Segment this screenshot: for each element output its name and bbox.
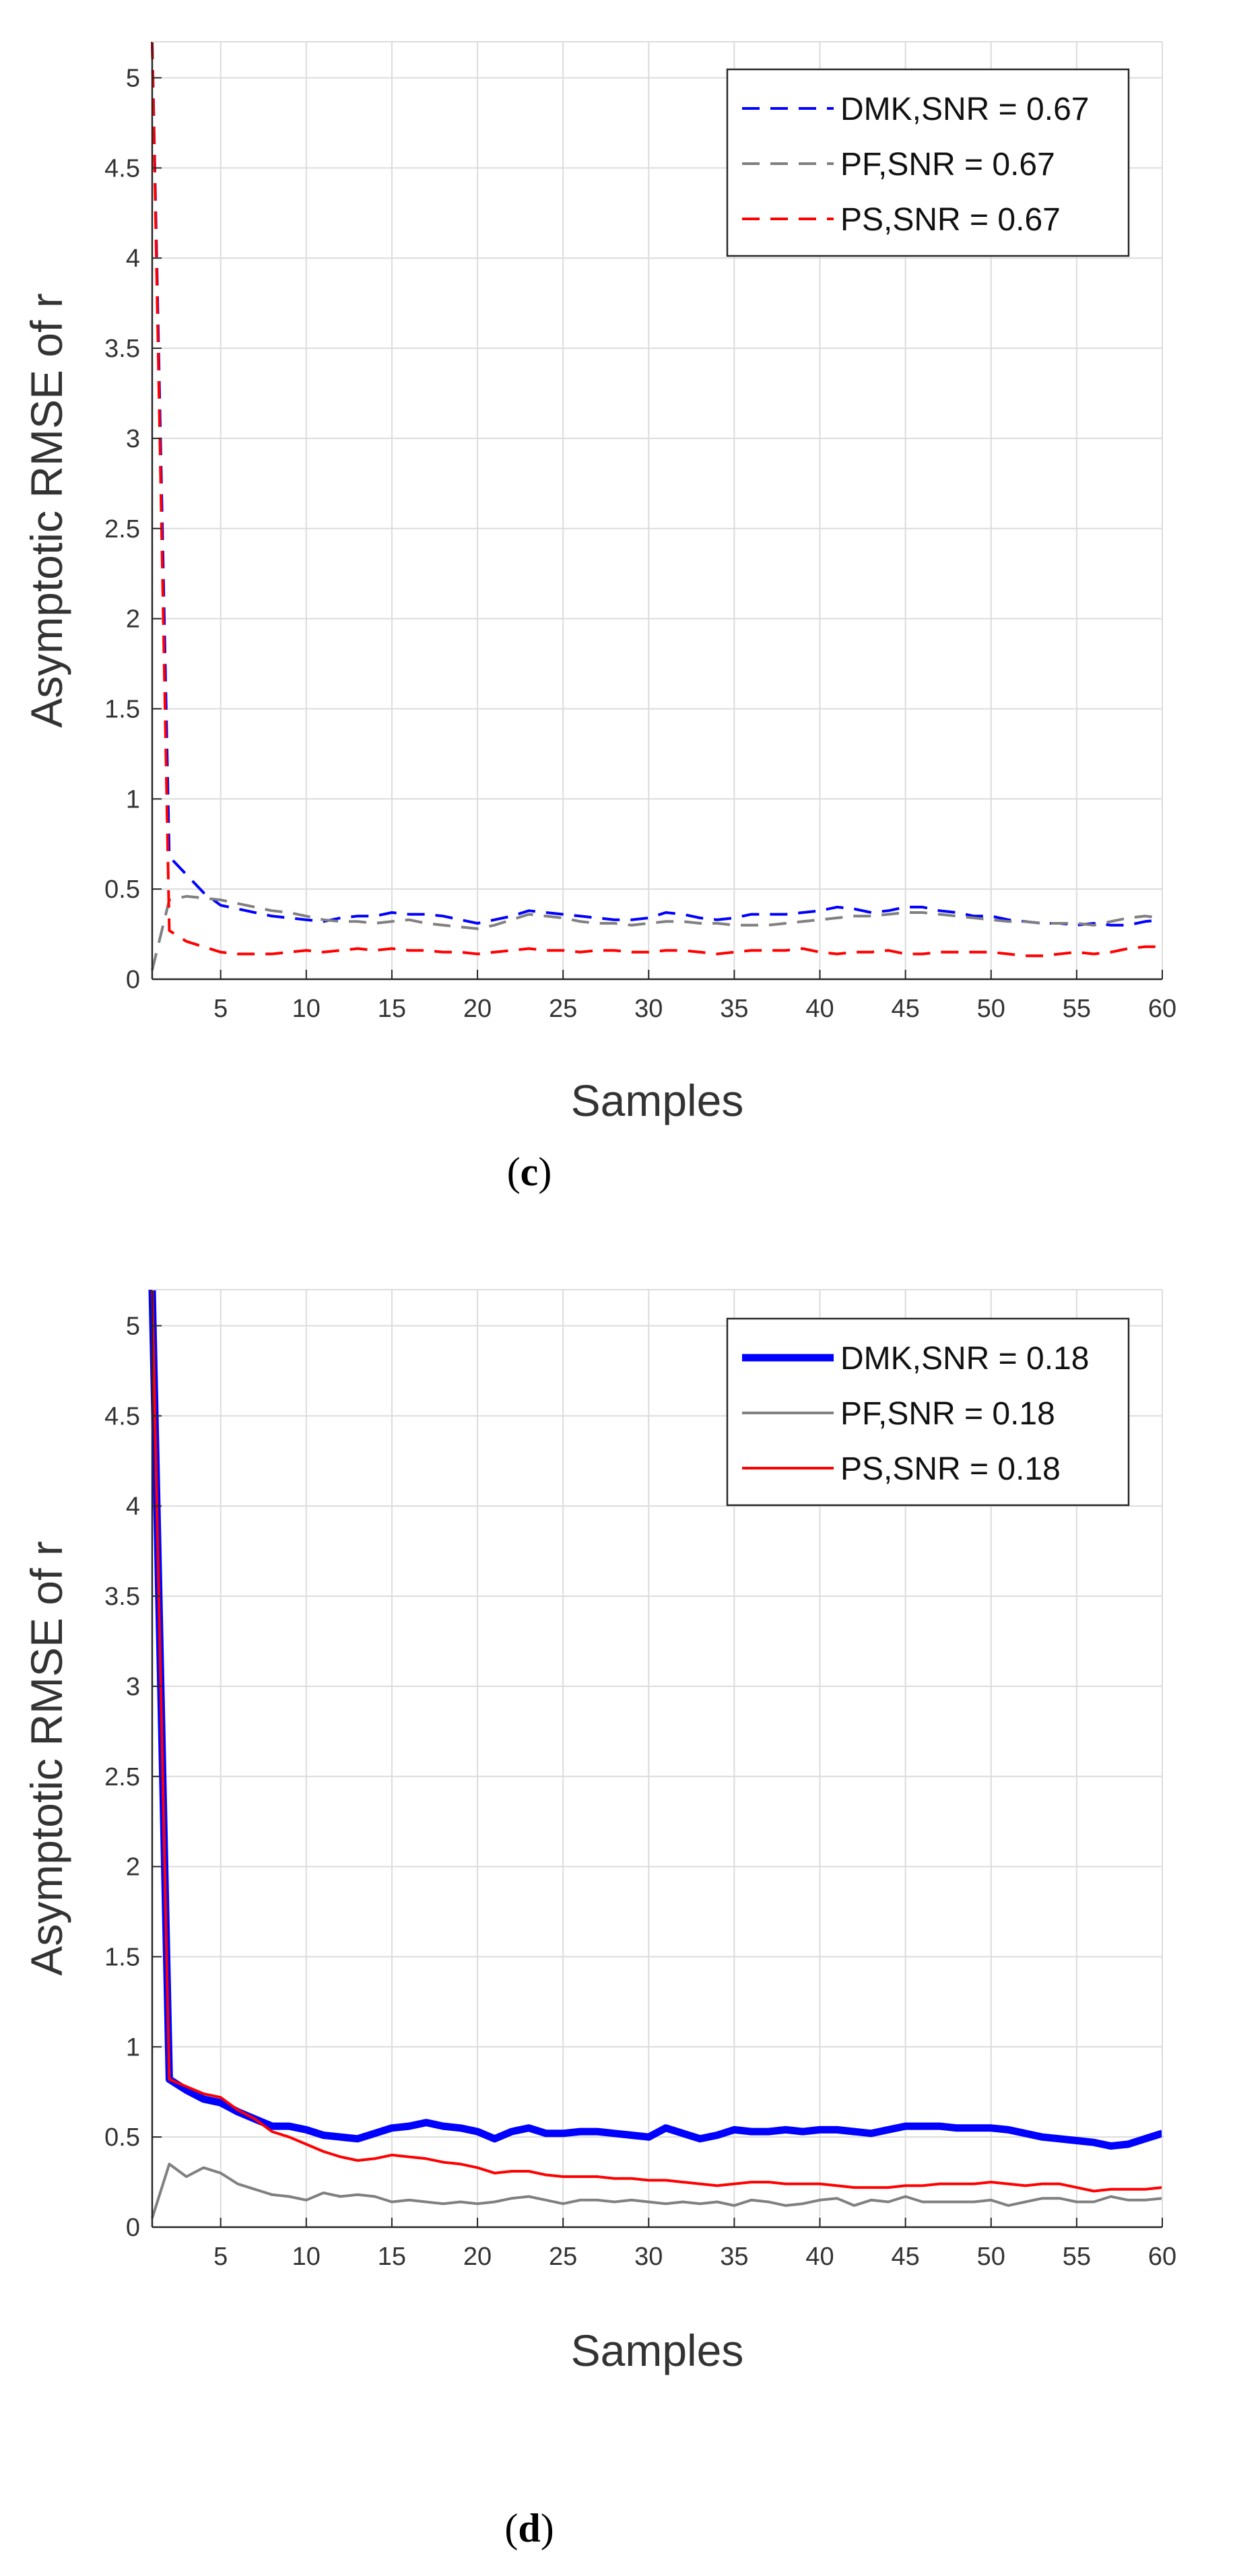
series-line-2 [151, 894, 1163, 971]
x-tick-label: 50 [977, 995, 1005, 1023]
y-tick-label: 1.5 [104, 695, 140, 723]
x-tick-label: 40 [805, 995, 834, 1023]
y-tick-label: 1.5 [104, 1943, 140, 1971]
chart-panel-c: 5 10 15 20 25 30 35 40 45 50 55 6000.511.522.533.54… [22, 41, 1176, 1194]
x-tick-label: 45 [892, 2243, 920, 2271]
y-tick-label: 3.5 [104, 335, 140, 363]
y-axis-label: Asymptotic RMSE of r [22, 1541, 71, 1975]
x-tick-label: 30 [634, 2243, 663, 2271]
y-tick-label: 5 [126, 65, 140, 93]
y-tick-label: 4.5 [104, 154, 140, 183]
x-tick-label: 25 [549, 995, 577, 1023]
x-tick-label: 15 [378, 995, 406, 1023]
panel-caption: (d) [504, 2506, 554, 2550]
y-tick-label: 2 [126, 605, 140, 634]
legend: DMK,SNR = 0.18 PF,SNR = 0.18 PS,SNR = 0.18 [726, 1317, 1130, 1507]
x-tick-label: 10 [292, 995, 321, 1023]
legend-label-2: PF,SNR = 0.18 [840, 1396, 1055, 1432]
caption-open-paren: ( [507, 1150, 521, 1194]
legend: DMK,SNR = 0.67 PF,SNR = 0.67 PS,SNR = 0.67 [726, 68, 1130, 257]
x-tick-label: 45 [892, 995, 920, 1023]
y-tick-label: 4.5 [104, 1402, 140, 1430]
y-tick-label: 0 [126, 966, 140, 994]
caption-letter: c [521, 1150, 539, 1194]
y-tick-label: 0.5 [104, 2123, 140, 2152]
x-tick-label: 55 [1063, 2243, 1091, 2271]
x-tick-label: 20 [463, 995, 492, 1023]
x-tick-label: 60 [1148, 2243, 1176, 2271]
y-tick-label: 3 [126, 1673, 140, 1701]
caption-close-paren: ) [538, 1150, 552, 1194]
legend-label-3: PS,SNR = 0.67 [840, 202, 1061, 238]
y-tick-label: 1 [126, 785, 140, 814]
legend-label-2: PF,SNR = 0.67 [840, 147, 1055, 183]
legend-box [726, 68, 1130, 257]
panel-caption: (c) [507, 1150, 552, 1194]
x-tick-label: 10 [292, 2243, 321, 2271]
y-tick-label: 2.5 [104, 515, 140, 543]
x-tick-label: 5 [213, 995, 228, 1023]
y-tick-label: 0 [126, 2214, 140, 2242]
legend-label-3: PS,SNR = 0.18 [840, 1451, 1061, 1487]
series-line-1 [148, 1289, 1164, 2150]
x-tick-label: 5 [213, 2243, 228, 2271]
caption-close-paren: ) [541, 2506, 554, 2550]
series-line-1 [151, 41, 1163, 927]
x-tick-label: 60 [1148, 995, 1176, 1023]
y-tick-label: 2.5 [104, 1763, 140, 1791]
y-tick-label: 4 [126, 1492, 140, 1521]
y-tick-label: 3 [126, 425, 140, 453]
y-tick-label: 2 [126, 1853, 140, 1882]
x-axis-label: Samples [571, 2325, 744, 2375]
caption-open-paren: ( [504, 2506, 518, 2550]
y-axis-label: Asymptotic RMSE of r [22, 293, 71, 727]
x-tick-label: 20 [463, 2243, 492, 2271]
series-line-2 [151, 2162, 1163, 2219]
x-tick-label: 35 [720, 995, 748, 1023]
x-tick-label: 35 [720, 2243, 748, 2271]
caption-letter: d [518, 2506, 540, 2550]
y-tick-label: 0.5 [104, 876, 140, 904]
y-tick-label: 3.5 [104, 1583, 140, 1611]
x-tick-label: 55 [1063, 995, 1091, 1023]
y-tick-label: 1 [126, 2033, 140, 2061]
series-line-3 [151, 1289, 1163, 2193]
x-tick-label: 30 [634, 995, 663, 1023]
legend-label-1: DMK,SNR = 0.67 [840, 92, 1089, 127]
legend-label-1: DMK,SNR = 0.18 [840, 1341, 1089, 1377]
y-tick-label: 5 [126, 1313, 140, 1341]
x-tick-label: 15 [378, 2243, 406, 2271]
x-axis-label: Samples [571, 1076, 744, 1125]
legend-box [726, 1317, 1130, 1507]
x-tick-label: 25 [549, 2243, 577, 2271]
x-tick-label: 50 [977, 2243, 1005, 2271]
chart-panel-d: 5 10 15 20 25 30 35 40 45 50 55 6000.511.522.533.54… [22, 1289, 1176, 2550]
x-tick-label: 40 [805, 2243, 834, 2271]
y-tick-label: 4 [126, 244, 140, 273]
